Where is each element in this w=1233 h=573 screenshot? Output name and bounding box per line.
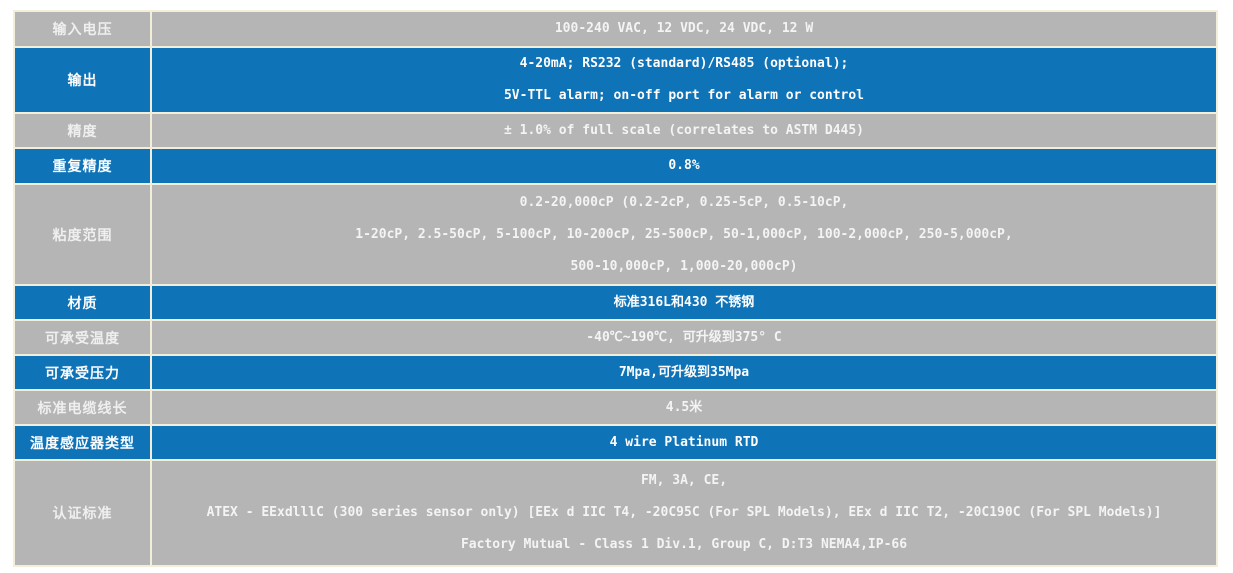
value-line: -40℃~190℃, 可升级到375° C — [586, 329, 782, 345]
row-value: FM, 3A, CE, ATEX - EExdlllC (300 series … — [152, 461, 1216, 565]
row-value: 4-20mA; RS232 (standard)/RS485 (optional… — [152, 48, 1216, 112]
table-row-temp-sensor-type: 温度感应器类型 4 wire Platinum RTD — [15, 426, 1216, 461]
row-value: -40℃~190℃, 可升级到375° C — [152, 321, 1216, 354]
value-line: 0.2-20,000cP (0.2-2cP, 0.25-5cP, 0.5-10c… — [519, 194, 849, 210]
table-row-viscosity-range: 粘度范围 0.2-20,000cP (0.2-2cP, 0.25-5cP, 0.… — [15, 185, 1216, 286]
table-row-input-voltage: 输入电压 100-240 VAC, 12 VDC, 24 VDC, 12 W — [15, 12, 1216, 48]
table-row-pressure-tolerance: 可承受压力 7Mpa,可升级到35Mpa — [15, 356, 1216, 391]
spec-table: 输入电压 100-240 VAC, 12 VDC, 24 VDC, 12 W 输… — [13, 10, 1218, 567]
table-row-temperature-tolerance: 可承受温度 -40℃~190℃, 可升级到375° C — [15, 321, 1216, 356]
value-line: 7Mpa,可升级到35Mpa — [618, 364, 750, 380]
row-label: 可承受温度 — [15, 321, 152, 354]
value-line: 标准316L和430 不锈钢 — [613, 294, 755, 310]
value-line: 4-20mA; RS232 (standard)/RS485 (optional… — [519, 56, 849, 71]
row-label: 重复精度 — [15, 149, 152, 183]
row-value: 0.8% — [152, 149, 1216, 183]
row-label: 精度 — [15, 114, 152, 147]
value-line: 500-10,000cP, 1,000-20,000cP) — [570, 258, 798, 274]
table-row-cable-length: 标准电缆线长 4.5米 — [15, 391, 1216, 426]
table-row-output: 输出 4-20mA; RS232 (standard)/RS485 (optio… — [15, 48, 1216, 114]
value-line: Factory Mutual - Class 1 Div.1, Group C,… — [460, 537, 908, 552]
value-line: 0.8% — [668, 158, 700, 173]
value-line: 1-20cP, 2.5-50cP, 5-100cP, 10-200cP, 25-… — [355, 226, 1013, 242]
row-label: 认证标准 — [15, 461, 152, 565]
row-label: 粘度范围 — [15, 185, 152, 284]
row-value: 4.5米 — [152, 391, 1216, 424]
value-line: 4 wire Platinum RTD — [609, 434, 759, 450]
row-value: ± 1.0% of full scale (correlates to ASTM… — [152, 114, 1216, 147]
table-row-repeatability: 重复精度 0.8% — [15, 149, 1216, 185]
row-value: 0.2-20,000cP (0.2-2cP, 0.25-5cP, 0.5-10c… — [152, 185, 1216, 284]
row-label: 材质 — [15, 286, 152, 319]
table-row-material: 材质 标准316L和430 不锈钢 — [15, 286, 1216, 321]
row-value: 100-240 VAC, 12 VDC, 24 VDC, 12 W — [152, 12, 1216, 46]
table-row-accuracy: 精度 ± 1.0% of full scale (correlates to A… — [15, 114, 1216, 149]
row-value: 7Mpa,可升级到35Mpa — [152, 356, 1216, 389]
value-line: ± 1.0% of full scale (correlates to ASTM… — [503, 122, 865, 138]
row-label: 输出 — [15, 48, 152, 112]
row-label: 输入电压 — [15, 12, 152, 46]
row-value: 标准316L和430 不锈钢 — [152, 286, 1216, 319]
value-line: 4.5米 — [665, 399, 703, 415]
value-line: FM, 3A, CE, — [640, 473, 728, 488]
value-line: ATEX - EExdlllC (300 series sensor only)… — [206, 505, 1162, 520]
table-row-certifications: 认证标准 FM, 3A, CE, ATEX - EExdlllC (300 se… — [15, 461, 1216, 565]
row-label: 标准电缆线长 — [15, 391, 152, 424]
row-value: 4 wire Platinum RTD — [152, 426, 1216, 459]
row-label: 温度感应器类型 — [15, 426, 152, 459]
row-label: 可承受压力 — [15, 356, 152, 389]
value-line: 100-240 VAC, 12 VDC, 24 VDC, 12 W — [554, 21, 814, 36]
value-line: 5V-TTL alarm; on-off port for alarm or c… — [503, 88, 865, 103]
